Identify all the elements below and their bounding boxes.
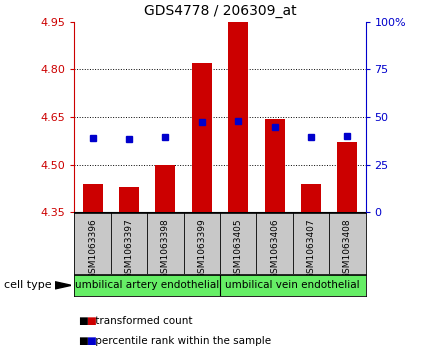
- Text: ■: ■: [86, 336, 96, 346]
- Text: GSM1063398: GSM1063398: [161, 218, 170, 279]
- Bar: [228, 22, 248, 212]
- Bar: [301, 184, 321, 212]
- Text: ■: ■: [86, 316, 96, 326]
- Text: umbilical vein endothelial: umbilical vein endothelial: [225, 280, 360, 290]
- Text: GSM1063407: GSM1063407: [306, 218, 315, 278]
- Text: GSM1063406: GSM1063406: [270, 218, 279, 278]
- Title: GDS4778 / 206309_at: GDS4778 / 206309_at: [144, 4, 296, 18]
- Text: umbilical artery endothelial: umbilical artery endothelial: [75, 280, 219, 290]
- Bar: [192, 63, 212, 212]
- Bar: [156, 165, 176, 212]
- Text: GSM1063408: GSM1063408: [343, 218, 352, 278]
- Bar: [264, 119, 284, 212]
- Text: GSM1063396: GSM1063396: [88, 218, 97, 279]
- Text: GSM1063397: GSM1063397: [125, 218, 133, 279]
- Bar: [82, 184, 102, 212]
- Bar: [337, 142, 357, 212]
- Text: ■  percentile rank within the sample: ■ percentile rank within the sample: [79, 336, 271, 346]
- Text: GSM1063399: GSM1063399: [197, 218, 206, 279]
- Bar: [119, 187, 139, 212]
- Text: ■  transformed count: ■ transformed count: [79, 316, 192, 326]
- Text: GSM1063405: GSM1063405: [234, 218, 243, 278]
- Polygon shape: [55, 282, 71, 289]
- Text: cell type: cell type: [4, 280, 52, 290]
